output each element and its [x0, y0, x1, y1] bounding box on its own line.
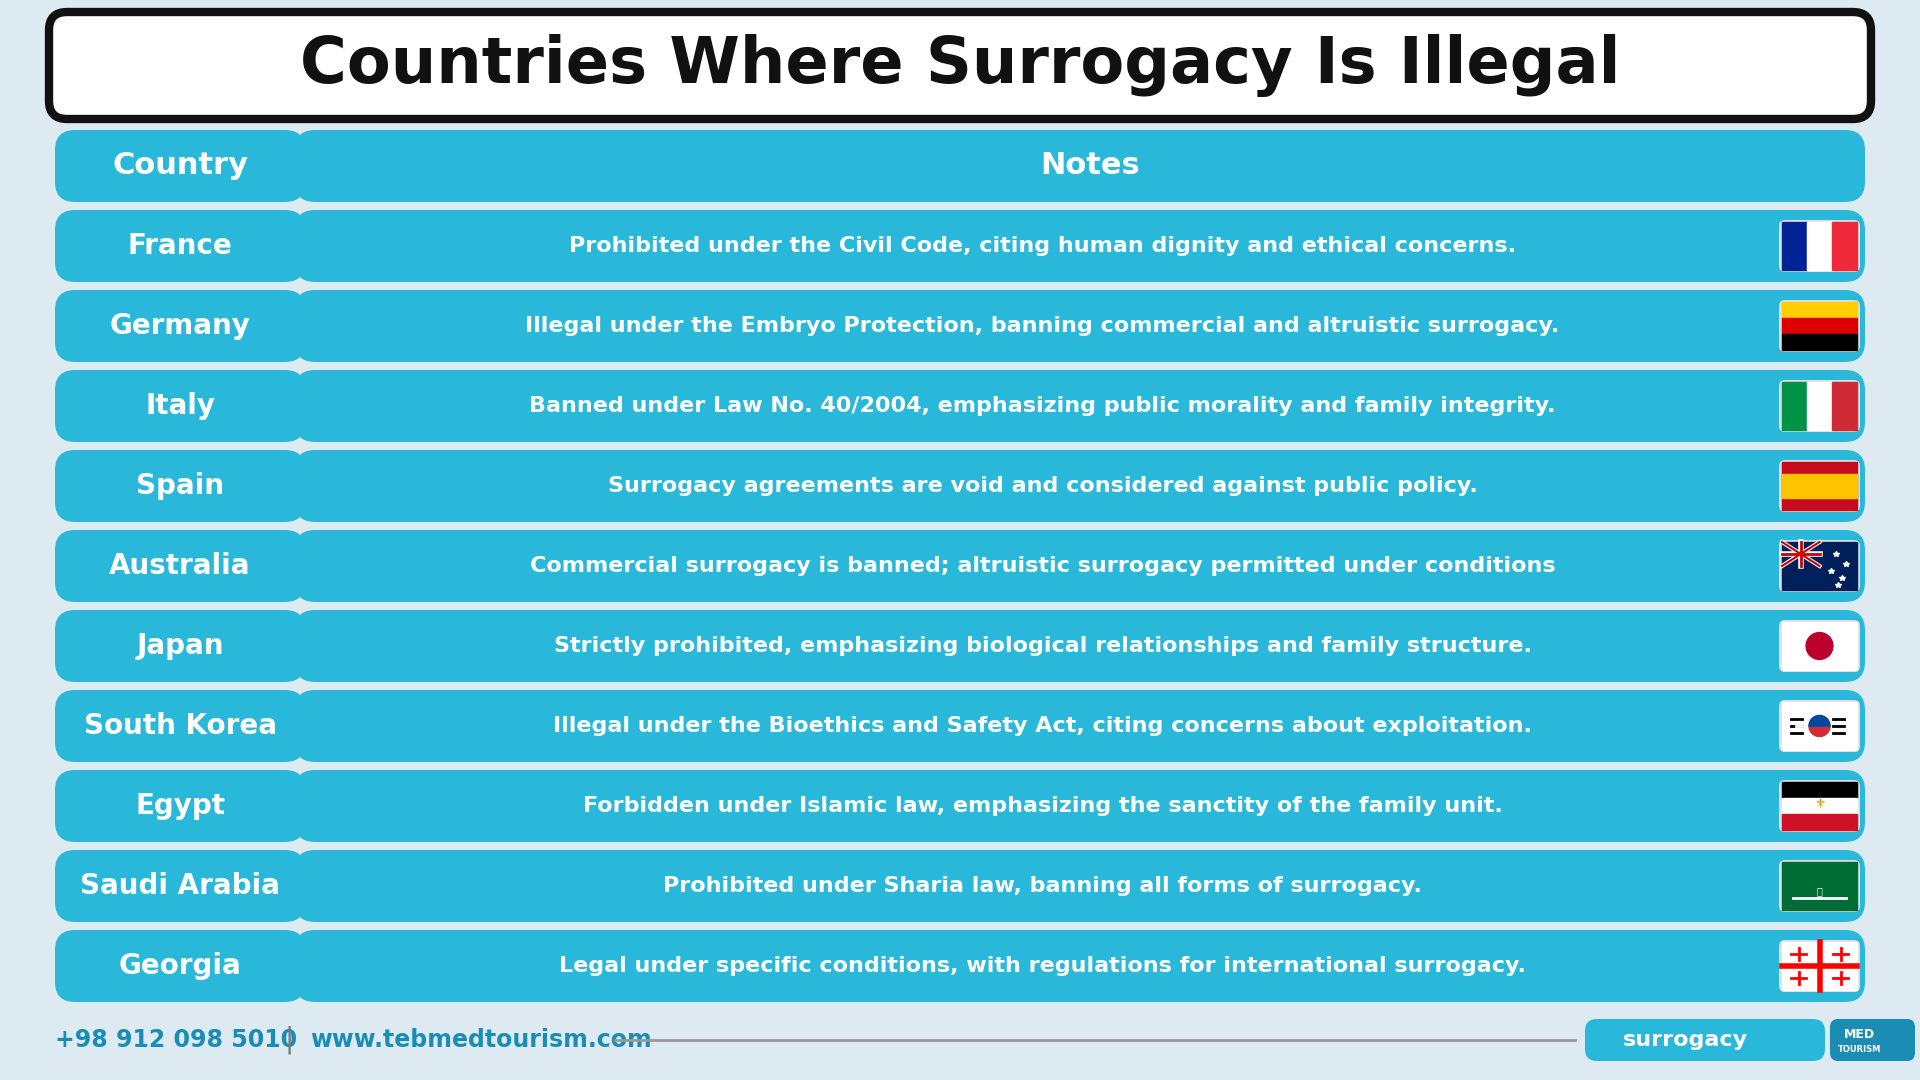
- Text: TOURISM: TOURISM: [1837, 1044, 1882, 1053]
- Text: Prohibited under the Civil Code, citing human dignity and ethical concerns.: Prohibited under the Civil Code, citing …: [568, 237, 1517, 256]
- FancyBboxPatch shape: [1830, 1020, 1914, 1061]
- Text: Countries Where Surrogacy Is Illegal: Countries Where Surrogacy Is Illegal: [300, 33, 1620, 97]
- Bar: [1782, 542, 1857, 590]
- Wedge shape: [1809, 715, 1830, 726]
- Text: surrogacy: surrogacy: [1622, 1030, 1749, 1050]
- FancyBboxPatch shape: [296, 690, 1864, 762]
- FancyBboxPatch shape: [296, 930, 1864, 1002]
- FancyBboxPatch shape: [50, 12, 1870, 119]
- Bar: [1782, 382, 1807, 430]
- Text: Surrogacy agreements are void and considered against public policy.: Surrogacy agreements are void and consid…: [607, 476, 1476, 496]
- Bar: [1782, 222, 1857, 270]
- FancyBboxPatch shape: [56, 210, 305, 282]
- FancyBboxPatch shape: [56, 930, 305, 1002]
- Wedge shape: [1809, 726, 1830, 737]
- FancyBboxPatch shape: [296, 610, 1864, 681]
- Bar: [1782, 798, 1857, 814]
- FancyBboxPatch shape: [1780, 540, 1860, 592]
- FancyBboxPatch shape: [1780, 220, 1860, 272]
- FancyBboxPatch shape: [56, 770, 305, 842]
- FancyBboxPatch shape: [296, 530, 1864, 602]
- Bar: [1782, 862, 1857, 910]
- FancyBboxPatch shape: [1780, 460, 1860, 512]
- FancyBboxPatch shape: [1780, 860, 1860, 912]
- Text: Commercial surrogacy is banned; altruistic surrogacy permitted under conditions: Commercial surrogacy is banned; altruist…: [530, 556, 1555, 576]
- FancyBboxPatch shape: [1586, 1020, 1826, 1061]
- Text: www.tebmedtourism.com: www.tebmedtourism.com: [309, 1028, 651, 1052]
- Bar: [1782, 814, 1857, 831]
- Text: Legal under specific conditions, with regulations for international surrogacy.: Legal under specific conditions, with re…: [559, 956, 1526, 976]
- FancyBboxPatch shape: [1780, 700, 1860, 752]
- Bar: [1782, 474, 1857, 498]
- FancyBboxPatch shape: [296, 770, 1864, 842]
- FancyBboxPatch shape: [296, 370, 1864, 442]
- Bar: [1782, 462, 1857, 510]
- Text: ﷺ: ﷺ: [1816, 886, 1822, 895]
- Bar: [1807, 382, 1832, 430]
- FancyBboxPatch shape: [1780, 620, 1860, 672]
- Text: Notes: Notes: [1041, 151, 1140, 180]
- Text: +98 912 098 5010: +98 912 098 5010: [56, 1028, 298, 1052]
- Bar: [1782, 622, 1857, 670]
- FancyBboxPatch shape: [296, 850, 1864, 922]
- Text: Australia: Australia: [109, 552, 252, 580]
- Text: Saudi Arabia: Saudi Arabia: [81, 872, 280, 900]
- FancyBboxPatch shape: [296, 130, 1864, 202]
- Bar: [1782, 782, 1857, 798]
- Text: |: |: [284, 1026, 294, 1054]
- Bar: [1782, 302, 1857, 318]
- Bar: [1782, 318, 1857, 334]
- FancyBboxPatch shape: [56, 450, 305, 522]
- FancyBboxPatch shape: [1780, 780, 1860, 832]
- Text: MED: MED: [1845, 1028, 1876, 1041]
- FancyBboxPatch shape: [1780, 380, 1860, 432]
- FancyBboxPatch shape: [296, 450, 1864, 522]
- Circle shape: [1807, 633, 1834, 660]
- Bar: [1782, 222, 1807, 270]
- FancyBboxPatch shape: [296, 291, 1864, 362]
- FancyBboxPatch shape: [56, 530, 305, 602]
- Text: South Korea: South Korea: [83, 712, 276, 740]
- Text: Banned under Law No. 40/2004, emphasizing public morality and family integrity.: Banned under Law No. 40/2004, emphasizin…: [530, 396, 1555, 416]
- Text: Forbidden under Islamic law, emphasizing the sanctity of the family unit.: Forbidden under Islamic law, emphasizing…: [582, 796, 1501, 816]
- Text: Illegal under the Bioethics and Safety Act, citing concerns about exploitation.: Illegal under the Bioethics and Safety A…: [553, 716, 1532, 735]
- FancyBboxPatch shape: [56, 610, 305, 681]
- Text: Germany: Germany: [109, 312, 250, 340]
- Text: Country: Country: [111, 151, 248, 180]
- Text: Strictly prohibited, emphasizing biological relationships and family structure.: Strictly prohibited, emphasizing biologi…: [553, 636, 1532, 656]
- Text: ⚜: ⚜: [1814, 798, 1826, 811]
- FancyBboxPatch shape: [56, 370, 305, 442]
- Bar: [1832, 222, 1857, 270]
- Text: Georgia: Georgia: [119, 951, 242, 980]
- Bar: [1807, 222, 1832, 270]
- FancyBboxPatch shape: [1780, 940, 1860, 993]
- Text: Illegal under the Embryo Protection, banning commercial and altruistic surrogacy: Illegal under the Embryo Protection, ban…: [526, 316, 1559, 336]
- FancyBboxPatch shape: [296, 210, 1864, 282]
- FancyBboxPatch shape: [56, 291, 305, 362]
- Bar: [1782, 942, 1857, 990]
- Text: Egypt: Egypt: [134, 792, 225, 820]
- Bar: [1782, 702, 1857, 750]
- Text: Spain: Spain: [136, 472, 225, 500]
- FancyBboxPatch shape: [1780, 300, 1860, 352]
- Text: Prohibited under Sharia law, banning all forms of surrogacy.: Prohibited under Sharia law, banning all…: [662, 876, 1423, 896]
- Text: France: France: [127, 232, 232, 260]
- Text: Japan: Japan: [136, 632, 225, 660]
- FancyBboxPatch shape: [56, 130, 305, 202]
- Bar: [1832, 382, 1857, 430]
- Bar: [1782, 334, 1857, 350]
- FancyBboxPatch shape: [56, 690, 305, 762]
- Text: Italy: Italy: [146, 392, 215, 420]
- FancyBboxPatch shape: [56, 850, 305, 922]
